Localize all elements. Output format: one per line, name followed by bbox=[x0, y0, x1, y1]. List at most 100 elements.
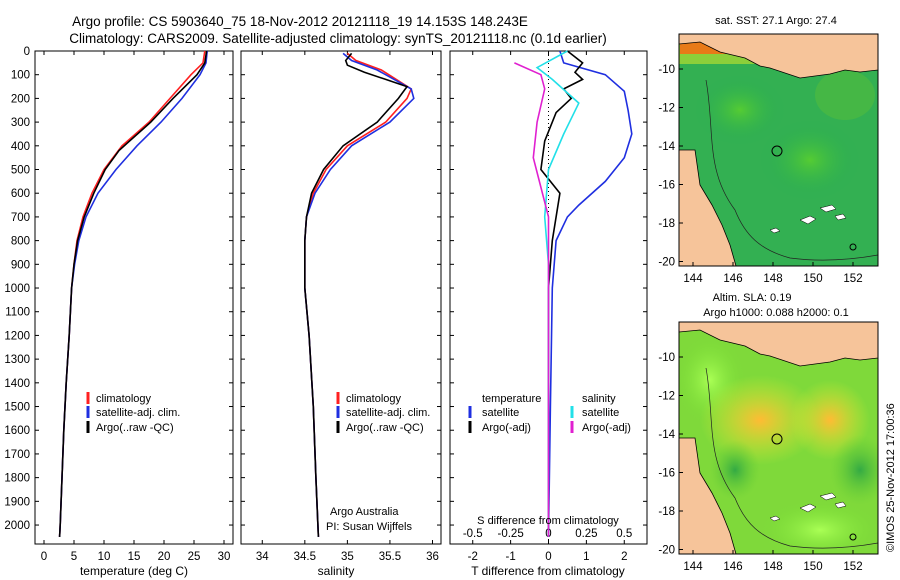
title-line-2: Climatology: CARS2009. Satellite-adjuste… bbox=[69, 31, 607, 46]
x-tick-label: 1 bbox=[583, 551, 589, 563]
legend-temperature-heading: temperature bbox=[482, 393, 541, 405]
reef bbox=[769, 204, 847, 234]
sst-blob bbox=[760, 120, 860, 200]
series-line-climatology bbox=[58, 50, 206, 537]
sla-map-frame bbox=[678, 321, 879, 555]
map-y-tick-label: -20 bbox=[658, 545, 675, 557]
y-tick-label: 500 bbox=[11, 165, 30, 177]
x-tick-label: 34.5 bbox=[294, 551, 316, 563]
salinity-lines bbox=[303, 52, 415, 537]
legend-label-satellite: satellite-adj. clim. bbox=[96, 407, 180, 419]
series-line-argo-raw-qc- bbox=[303, 52, 409, 537]
series-line-salinity-satellite bbox=[535, 50, 580, 537]
sla-map-title-1: Altim. SLA: 0.19 bbox=[713, 292, 792, 304]
map-y-tick-label: -16 bbox=[658, 468, 675, 480]
land-australia bbox=[679, 437, 737, 554]
sla-blob bbox=[830, 435, 878, 505]
temperature-legend: climatology satellite-adj. clim. Argo(..… bbox=[86, 392, 180, 434]
map-y-tick-label: -14 bbox=[658, 429, 675, 441]
temperature-axes bbox=[34, 50, 234, 545]
sst-map-ticks: 144 146 148 150 152 -10 -12 -14 -16 -18 -20 bbox=[658, 64, 862, 285]
legend-label-climatology: climatology bbox=[96, 393, 152, 405]
sst-map: sat. SST: 27.1 Argo: 27.4 144 146 148 150 15… bbox=[658, 15, 879, 285]
series-line-climatology bbox=[303, 52, 413, 537]
argo-float-marker bbox=[771, 433, 783, 445]
y-tick-label: 700 bbox=[11, 212, 30, 224]
legend-label-satellite: satellite bbox=[482, 407, 519, 419]
sst-blob bbox=[695, 75, 785, 145]
land-png bbox=[679, 34, 878, 79]
legend-label-satellite: satellite-adj. clim. bbox=[346, 407, 430, 419]
temperature-diff-legend: temperature satellite Argo(-adj) bbox=[468, 393, 541, 434]
x-tick-label-2: -0.5 bbox=[463, 528, 483, 540]
x-tick-label: 30 bbox=[218, 551, 231, 563]
y-tick-label: 100 bbox=[11, 70, 30, 82]
temperature-xlabel: temperature (deg C) bbox=[80, 564, 188, 578]
y-tick-label: 300 bbox=[11, 117, 30, 129]
series-line-satellite-adj-clim- bbox=[58, 50, 208, 537]
sst-map-frame bbox=[678, 33, 879, 267]
y-tick-label: 1800 bbox=[4, 473, 30, 485]
land-australia bbox=[679, 149, 737, 266]
salinity-xlabel: salinity bbox=[318, 564, 355, 578]
map-y-tick-label: -18 bbox=[658, 218, 675, 230]
difference-xlabel-2: S difference from climatology bbox=[477, 515, 619, 527]
x-tick-label: 15 bbox=[128, 551, 141, 563]
difference-xlabel: T difference from climatology bbox=[471, 564, 625, 578]
map-x-tick-label: 152 bbox=[843, 273, 862, 285]
reef bbox=[769, 492, 847, 522]
x-tick-label: 36 bbox=[426, 551, 439, 563]
y-tick-label: 1900 bbox=[4, 496, 30, 508]
annotation-pi: PI: Susan Wijffels bbox=[326, 521, 412, 533]
y-tick-label: 800 bbox=[11, 236, 30, 248]
map-x-tick-label: 146 bbox=[723, 561, 742, 573]
x-tick-label: 5 bbox=[71, 551, 77, 563]
sla-map: Altim. SLA: 0.19 Argo h1000: 0.088 h2000… bbox=[658, 292, 879, 573]
y-tick-label: 1700 bbox=[4, 449, 30, 461]
y-tick-label: 1000 bbox=[4, 283, 30, 295]
annotation-argo-australia: Argo Australia bbox=[330, 506, 399, 518]
salinity-axes bbox=[240, 50, 442, 545]
y-tick-label: 0 bbox=[24, 46, 30, 58]
x-tick-label: 0 bbox=[41, 551, 47, 563]
legend-label-sat-salinity: satellite bbox=[582, 407, 619, 419]
x-tick-label: 2 bbox=[621, 551, 627, 563]
difference-panel: -2 -1 0 1 2-0.5 -0.25 0 0.25 0.5 T difference fr… bbox=[449, 50, 648, 578]
map-x-tick-label: 150 bbox=[803, 561, 822, 573]
y-tick-label: 600 bbox=[11, 188, 30, 200]
x-tick-label: 35 bbox=[341, 551, 354, 563]
difference-ticks: -2 -1 0 1 2-0.5 -0.25 0 0.25 0.5 bbox=[450, 50, 647, 563]
x-tick-label: 25 bbox=[188, 551, 201, 563]
map-x-tick-label: 146 bbox=[723, 273, 742, 285]
title-line-1: Argo profile: CS 5903640_75 18-Nov-2012 … bbox=[72, 14, 528, 29]
salinity-legend: climatology satellite-adj. clim. Argo(..… bbox=[336, 392, 430, 434]
argo-float-marker bbox=[771, 145, 783, 157]
x-tick-label: 0 bbox=[545, 551, 551, 563]
legend-salinity-heading: salinity bbox=[582, 393, 616, 405]
series-line-temperature-satellite bbox=[547, 50, 633, 537]
y-tick-label: 1500 bbox=[4, 402, 30, 414]
y-tick-label: 1300 bbox=[4, 354, 30, 366]
y-tick-label: 400 bbox=[11, 141, 30, 153]
temperature-ticks: 0 5 10 15 20 25 30 bbox=[35, 50, 233, 563]
y-tick-label: 1200 bbox=[4, 330, 30, 342]
series-line-salinity-argo-adj- bbox=[514, 62, 550, 537]
land-png bbox=[679, 322, 878, 367]
map-y-tick-label: -16 bbox=[658, 180, 675, 192]
y-tick-label: 1100 bbox=[5, 307, 30, 319]
map-y-tick-label: -12 bbox=[658, 391, 675, 403]
map-x-tick-label: 152 bbox=[843, 561, 862, 573]
legend-label-climatology: climatology bbox=[346, 393, 402, 405]
map-y-tick-label: -10 bbox=[658, 352, 675, 364]
difference-lines bbox=[514, 50, 633, 537]
y-tick-label: 200 bbox=[11, 93, 30, 105]
isobath bbox=[705, 367, 878, 549]
salinity-diff-legend: salinity satellite Argo(-adj) bbox=[570, 393, 631, 434]
x-tick-label-2: 0.25 bbox=[575, 528, 597, 540]
marker bbox=[849, 533, 857, 541]
series-line-temperature-argo-adj- bbox=[540, 50, 584, 537]
map-y-tick-label: -10 bbox=[658, 64, 675, 76]
x-tick-label-2: 0.5 bbox=[616, 528, 632, 540]
x-tick-label: 10 bbox=[98, 551, 111, 563]
